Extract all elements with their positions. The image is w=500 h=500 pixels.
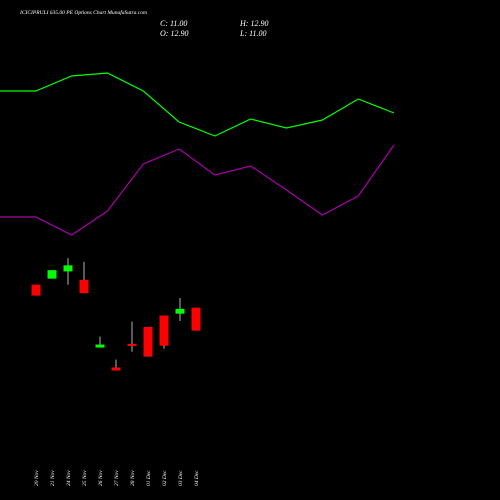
x-tick-label: 03 Dec — [178, 470, 184, 486]
indicator-line — [0, 144, 395, 236]
candle-body — [95, 344, 105, 348]
x-tick-label: 01 Dec — [146, 470, 152, 486]
candle-body — [143, 327, 153, 357]
x-tick-label: 04 Dec — [193, 470, 200, 486]
x-tick-label: 26 Nov — [98, 470, 104, 486]
candle-body — [191, 307, 201, 331]
candle-body — [79, 279, 89, 294]
candle-body — [111, 367, 121, 371]
x-tick-label: 24 Nov — [65, 470, 72, 486]
x-tick-label: 25 Nov — [82, 470, 88, 486]
ohlc-high: H: 12.90 — [239, 19, 268, 28]
ohlc-low: L: 11.00 — [239, 29, 267, 38]
candle-body — [63, 265, 73, 272]
candle-body — [31, 284, 41, 296]
x-tick-label: 28 Nov — [130, 470, 136, 486]
candle-body — [47, 270, 57, 279]
candle-body — [127, 343, 137, 346]
ohlc-close: C: 11.00 — [160, 19, 187, 28]
indicator-line — [0, 72, 395, 137]
ohlc-open: O: 12.90 — [160, 29, 188, 38]
chart-title: ICICIPRULI 635.00 PE Options Chart Munaf… — [19, 9, 147, 16]
x-tick-label: 20 Nov — [34, 470, 40, 486]
x-tick-label: 02 Dec — [162, 470, 168, 486]
x-tick-label: 21 Nov — [50, 470, 56, 486]
x-tick-label: 27 Nov — [114, 470, 120, 486]
candle-body — [175, 308, 185, 314]
candle-body — [159, 315, 169, 346]
